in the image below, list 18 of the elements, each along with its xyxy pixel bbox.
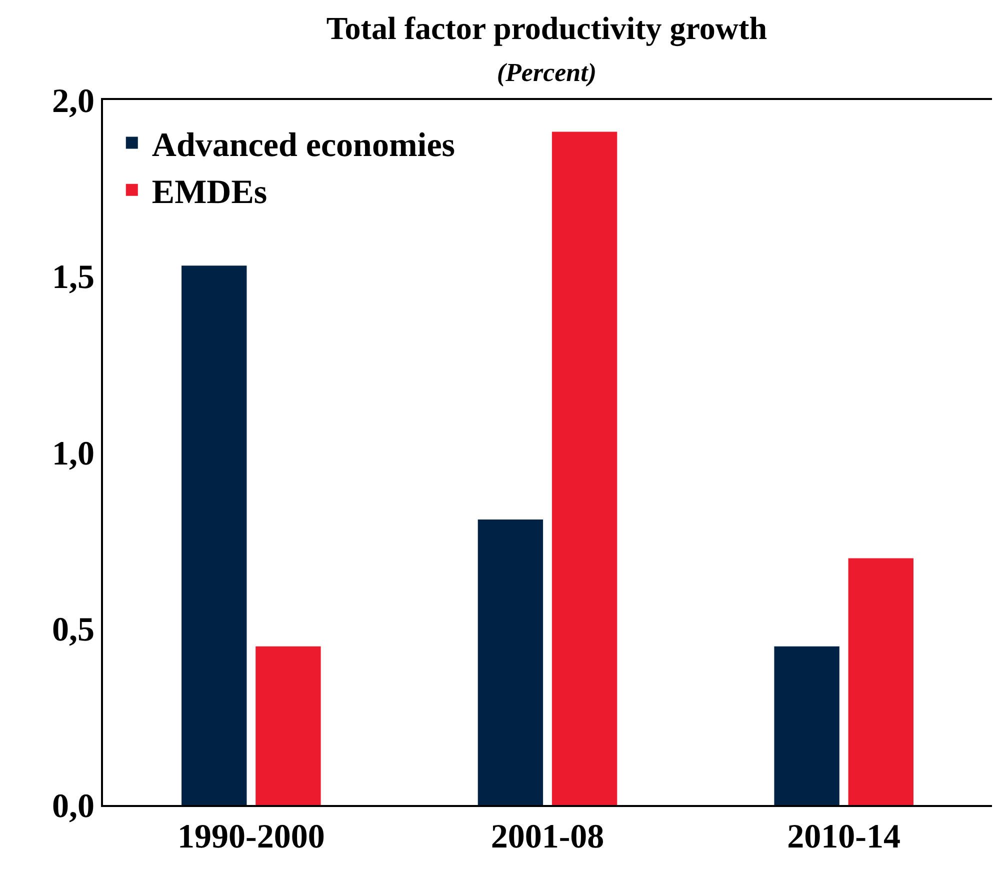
chart-subtitle: (Percent) [496, 58, 597, 87]
y-tick-label: 2,0 [52, 82, 94, 120]
x-tick-label: 1990-2000 [178, 818, 325, 856]
bar [774, 646, 840, 805]
bar [848, 558, 914, 805]
y-tick-label: 0,5 [52, 612, 94, 649]
bar [552, 132, 618, 805]
y-tick-label: 0,0 [52, 788, 94, 825]
x-tick-label: 2001-08 [490, 818, 604, 856]
bar [256, 646, 321, 805]
bar [478, 519, 544, 805]
legend-label: EMDEs [152, 174, 268, 212]
y-tick-label: 1,5 [52, 259, 94, 296]
chart-title: Total factor productivity growth [326, 10, 768, 48]
legend-label: Advanced economies [152, 126, 456, 164]
bar [182, 266, 247, 805]
y-tick-label: 1,0 [52, 435, 94, 472]
x-tick-label: 2010-14 [787, 818, 900, 856]
